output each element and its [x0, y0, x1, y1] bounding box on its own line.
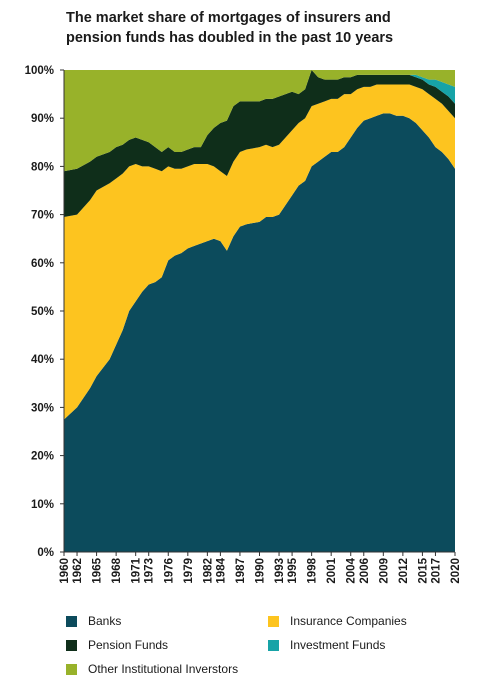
x-tick-label: 1993	[274, 558, 286, 584]
chart-title-line-1: The market share of mortgages of insurer…	[66, 10, 391, 26]
y-tick-label: 10%	[31, 499, 54, 511]
legend-label-pension-funds: Pension Funds	[88, 638, 169, 652]
x-tick-label: 2001	[326, 557, 338, 583]
y-tick-label: 70%	[31, 210, 54, 222]
y-tick-label: 30%	[31, 402, 54, 414]
x-tick-label: 2004	[346, 557, 358, 583]
x-tick-label: 1998	[307, 557, 319, 583]
y-tick-label: 50%	[31, 306, 54, 318]
stacked-area-chart: 0%10%20%30%40%50%60%70%80%90%100% 1960 19…	[25, 65, 462, 584]
y-tick-label: 90%	[31, 113, 54, 125]
x-tick-label: 2020	[450, 558, 462, 584]
x-tick-label: 1987	[235, 558, 247, 584]
chart-areas	[64, 70, 455, 552]
legend-item-other-institutional-investors: Other Institutional Inverstors	[66, 661, 238, 677]
y-tick-label: 60%	[31, 258, 54, 270]
x-tick-label: 1990	[255, 558, 267, 584]
chart-title: The market share of mortgages of insurer…	[66, 8, 466, 48]
legend-label-other-institutional-investors: Other Institutional Inverstors	[88, 662, 239, 676]
legend-swatch-other-institutional-investors	[66, 663, 77, 675]
legend-item-insurance-companies: Insurance Companies	[268, 613, 407, 629]
area-banks	[64, 113, 455, 552]
x-axis-ticks: 1960 1962 1965 1968 1971 1973 1976 1979 1982 1984…	[59, 552, 462, 584]
x-tick-label: 1984	[215, 557, 227, 583]
x-tick-label: 2009	[378, 558, 390, 584]
x-tick-label: 1979	[183, 558, 195, 584]
area-pension-funds	[64, 70, 455, 218]
x-tick-label: 1960	[59, 558, 71, 584]
x-tick-label: 1982	[202, 558, 214, 584]
y-axis-ticks: 0% 10% 20% 30% 40% 50% 60% 70% 80% 90% 100%	[25, 65, 64, 559]
chart-legend: Banks Insurance Companies Pension Funds …	[66, 613, 466, 685]
x-tick-label: 2017	[430, 558, 442, 584]
chart-title-line-2: pension funds has doubled in the past 10…	[66, 30, 394, 46]
area-insurance-companies	[64, 84, 455, 420]
y-tick-label: 20%	[31, 451, 54, 463]
legend-swatch-insurance-companies	[268, 615, 279, 627]
legend-swatch-investment-funds	[268, 639, 279, 651]
y-tick-label: 100%	[25, 65, 54, 77]
legend-item-banks: Banks	[66, 613, 121, 629]
legend-item-pension-funds: Pension Funds	[66, 637, 168, 653]
x-tick-label: 2012	[398, 558, 410, 584]
legend-label-banks: Banks	[88, 614, 122, 628]
x-tick-label: 1965	[92, 557, 104, 583]
legend-swatch-pension-funds	[66, 639, 77, 651]
area-other-institutional-inverstors	[64, 70, 455, 172]
x-tick-label: 1971	[131, 557, 143, 583]
x-tick-label: 1976	[163, 558, 175, 584]
x-tick-label: 1962	[72, 558, 84, 584]
y-tick-label: 40%	[31, 354, 54, 366]
legend-label-investment-funds: Investment Funds	[290, 638, 386, 652]
x-tick-label: 1995	[287, 557, 299, 583]
y-tick-label: 0%	[37, 547, 54, 559]
legend-item-investment-funds: Investment Funds	[268, 637, 385, 653]
legend-label-insurance-companies: Insurance Companies	[290, 614, 407, 628]
legend-swatch-banks	[66, 615, 77, 627]
x-tick-label: 2006	[359, 558, 371, 584]
x-tick-label: 1973	[144, 558, 156, 584]
x-tick-label: 1968	[111, 557, 123, 583]
y-tick-label: 80%	[31, 161, 54, 173]
x-tick-label: 2015	[417, 557, 429, 583]
